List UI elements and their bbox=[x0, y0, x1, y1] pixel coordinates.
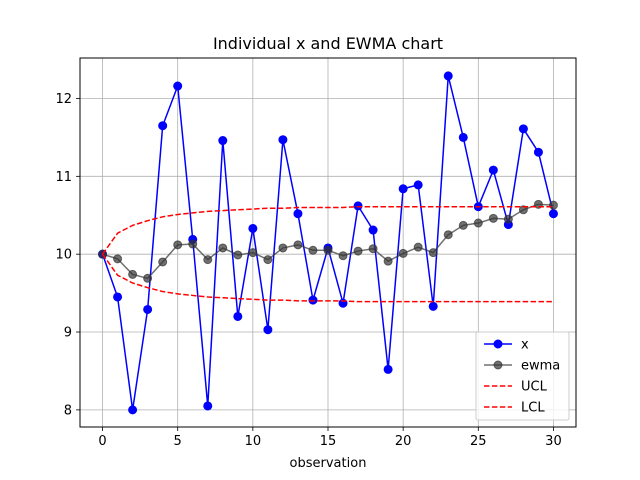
data-point-ewma bbox=[458, 220, 468, 230]
axis-ticks: 0 5 10 15 20 25 30 8 9 10 11 12 bbox=[55, 92, 561, 449]
data-point-ewma bbox=[413, 242, 423, 252]
legend-marker-ewma bbox=[493, 360, 503, 370]
data-point-ewma bbox=[203, 255, 213, 265]
data-point-ewma bbox=[338, 251, 348, 261]
data-point-x bbox=[383, 364, 393, 374]
data-point-ewma bbox=[233, 250, 243, 260]
data-point-ewma bbox=[113, 254, 123, 264]
x-tick-label: 25 bbox=[470, 434, 487, 449]
plot-series bbox=[98, 71, 558, 415]
data-point-ewma bbox=[398, 248, 408, 258]
data-point-x bbox=[518, 124, 528, 134]
y-tick-label: 9 bbox=[64, 326, 72, 341]
series-line-ucl bbox=[101, 205, 554, 255]
data-point-x bbox=[263, 325, 273, 335]
data-point-x bbox=[278, 135, 288, 145]
series-line-lcl bbox=[101, 253, 554, 303]
x-tick-label: 30 bbox=[545, 434, 562, 449]
data-point-x bbox=[533, 147, 543, 157]
legend: x ewma UCL LCL bbox=[475, 331, 570, 421]
data-point-x bbox=[203, 401, 213, 411]
x-axis-label: observation bbox=[290, 456, 367, 471]
data-point-x bbox=[113, 292, 123, 302]
series-ucl bbox=[101, 205, 554, 255]
data-point-x bbox=[308, 295, 318, 305]
y-tick-label: 10 bbox=[55, 248, 72, 263]
data-point-ewma bbox=[188, 239, 198, 249]
legend-label-x: x bbox=[521, 338, 529, 353]
y-tick-label: 11 bbox=[55, 170, 72, 185]
series-ewma bbox=[98, 199, 558, 283]
data-point-ewma bbox=[443, 230, 453, 240]
chart-title: Individual x and EWMA chart bbox=[213, 34, 443, 53]
data-point-ewma bbox=[278, 243, 288, 253]
data-point-x bbox=[248, 223, 258, 233]
data-point-x bbox=[218, 136, 228, 146]
data-point-x bbox=[368, 225, 378, 235]
data-point-x bbox=[428, 301, 438, 311]
data-point-ewma bbox=[323, 245, 333, 255]
x-tick-label: 20 bbox=[395, 434, 412, 449]
data-point-ewma bbox=[353, 246, 363, 256]
data-point-ewma bbox=[293, 240, 303, 250]
x-tick-label: 5 bbox=[174, 434, 182, 449]
data-point-x bbox=[158, 121, 168, 131]
data-point-ewma bbox=[368, 244, 378, 254]
legend-label-ucl: UCL bbox=[521, 380, 548, 395]
data-point-ewma bbox=[548, 200, 558, 210]
data-point-ewma bbox=[473, 218, 483, 228]
data-point-ewma bbox=[263, 255, 273, 265]
data-point-x bbox=[143, 304, 153, 314]
data-point-x bbox=[413, 180, 423, 190]
x-tick-label: 10 bbox=[245, 434, 262, 449]
data-point-ewma bbox=[308, 245, 318, 255]
data-point-x bbox=[458, 132, 468, 142]
data-point-ewma bbox=[248, 248, 258, 258]
data-point-ewma bbox=[503, 214, 513, 224]
data-point-ewma bbox=[383, 256, 393, 266]
data-point-x bbox=[398, 184, 408, 194]
data-point-ewma bbox=[518, 205, 528, 215]
data-point-ewma bbox=[143, 273, 153, 283]
x-tick-label: 0 bbox=[98, 434, 106, 449]
data-point-x bbox=[488, 165, 498, 175]
legend-box bbox=[475, 331, 570, 421]
legend-marker-x bbox=[493, 339, 503, 349]
y-tick-label: 8 bbox=[64, 403, 72, 418]
data-point-ewma bbox=[128, 269, 138, 279]
y-tick-label: 12 bbox=[55, 92, 72, 107]
data-point-x bbox=[233, 311, 243, 321]
data-point-ewma bbox=[173, 240, 183, 250]
data-point-ewma bbox=[488, 213, 498, 223]
x-tick-label: 15 bbox=[320, 434, 337, 449]
data-point-x bbox=[173, 81, 183, 91]
data-point-ewma bbox=[428, 248, 438, 258]
data-point-x bbox=[293, 209, 303, 219]
data-point-ewma bbox=[158, 257, 168, 267]
data-point-x bbox=[443, 71, 453, 81]
data-point-x bbox=[548, 209, 558, 219]
legend-label-ewma: ewma bbox=[521, 359, 560, 374]
series-lcl bbox=[101, 253, 554, 303]
data-point-x bbox=[128, 405, 138, 415]
data-point-ewma bbox=[218, 243, 228, 253]
legend-label-lcl: LCL bbox=[521, 401, 545, 416]
data-point-x bbox=[353, 201, 363, 211]
